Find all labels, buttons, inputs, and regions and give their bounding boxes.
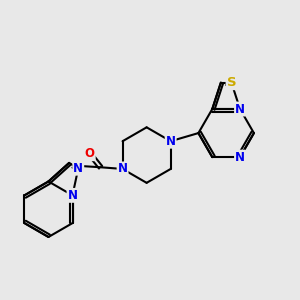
Text: O: O bbox=[85, 147, 95, 160]
Text: N: N bbox=[235, 103, 245, 116]
Text: N: N bbox=[235, 151, 245, 164]
Text: N: N bbox=[166, 135, 176, 148]
Text: N: N bbox=[73, 162, 83, 175]
Text: S: S bbox=[226, 76, 236, 89]
Text: N: N bbox=[118, 163, 128, 176]
Text: N: N bbox=[68, 189, 77, 202]
